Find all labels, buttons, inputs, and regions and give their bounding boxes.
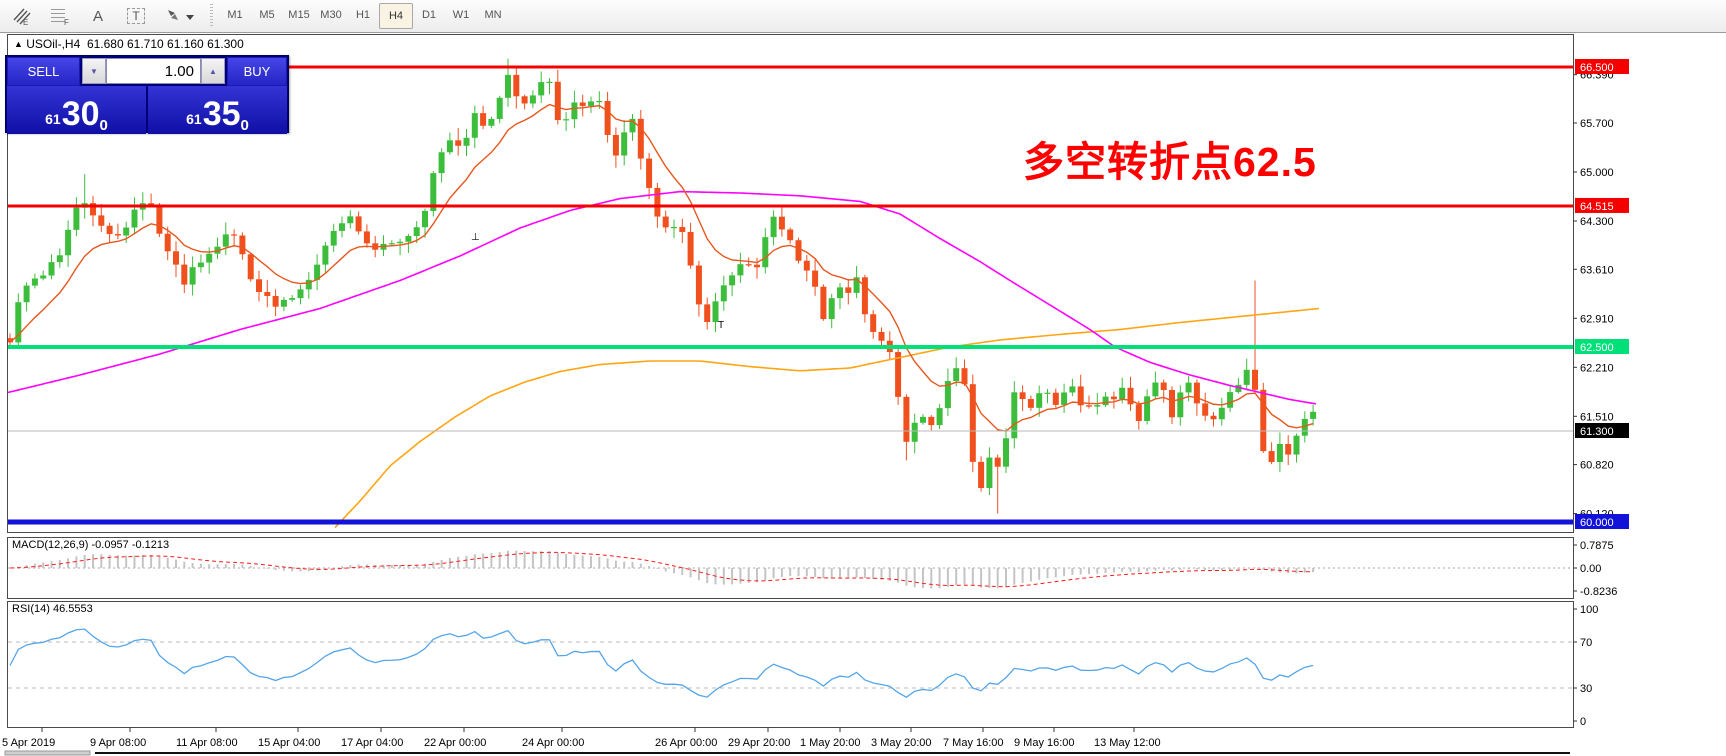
price-badge-64.515: 64.515 [1575,197,1629,213]
chart-object-mark[interactable]: T [718,320,724,331]
svg-text:61.300: 61.300 [1580,426,1614,438]
rsi-indicator-label: RSI(14) 46.5553 [12,603,93,615]
time-tick-label: 7 May 16:00 [943,737,1004,749]
time-tick-label: 13 May 12:00 [1094,737,1161,749]
timeframe-buttons: M1 M5 M15 M30 H1 H4 D1 W1 MN [219,3,509,29]
sell-price-int: 61 [45,111,61,127]
svg-text:62.500: 62.500 [1580,342,1614,354]
buy-price-point: 0 [240,117,249,134]
chart-object-mark[interactable]: ⊥ [471,232,480,243]
collapse-arrow-icon[interactable]: ▲ [14,39,23,49]
price-tick-label: 65.700 [1580,118,1614,130]
rsi-scale-label: 30 [1580,683,1592,695]
chart-title: ▲ USOil-,H4 61.680 61.710 61.160 61.300 [14,37,244,51]
macd-indicator-label: MACD(12,26,9) -0.0957 -0.1213 [12,539,170,551]
buy-button[interactable]: BUY [227,57,287,86]
rsi-value: 46.5553 [52,603,93,615]
rsi-scale-label: 0 [1580,716,1586,728]
sell-price-point: 0 [99,117,108,134]
toolbar-separator [210,4,213,28]
rsi-scale-label: 70 [1580,637,1592,649]
time-tick-label: 26 Apr 00:00 [655,737,717,749]
ma-fast-line [9,103,1314,433]
timeframe-button-m1[interactable]: M1 [227,9,243,21]
main-toolbar: E F A T M1 M5 M15 M30 H1 H4 D1 W1 MN [0,0,1726,33]
ohlc-values: 61.680 61.710 61.160 61.300 [86,37,244,51]
price-badge-66.500: 66.500 [1575,59,1629,74]
timeframe-button-w1[interactable]: W1 [452,9,470,21]
time-tick-label: 24 Apr 00:00 [522,737,584,749]
macd-scale-label: 0.00 [1580,563,1601,575]
time-tick-label: 15 Apr 04:00 [258,737,320,749]
svg-text:66.500: 66.500 [1580,62,1614,74]
rsi-plot [8,628,1573,698]
ma-slow-line [334,307,1320,529]
macd-plot [8,550,1573,589]
price-tick-label: 60.820 [1580,460,1614,472]
sell-price-pips: 30 [61,95,100,133]
timeframe-button-m5[interactable]: M5 [259,9,275,21]
svg-text:60.000: 60.000 [1580,517,1614,529]
text-box-icon[interactable]: T [120,2,152,30]
price-badge-60.000: 60.000 [1575,514,1629,529]
chart-annotation-text: 多空转折点62.5 [1023,139,1317,185]
volume-down-button[interactable]: ▼ [82,58,106,84]
sell-button[interactable]: SELL [7,57,80,86]
volume-input[interactable]: 1.00 [106,58,201,84]
hatch-pencil-icon[interactable]: E [6,2,38,30]
price-tick-label: 63.610 [1580,264,1614,276]
price-badge-62.500: 62.500 [1575,339,1629,354]
timeframe-button-m15[interactable]: M15 [288,9,310,21]
cursor-arrows-icon[interactable] [158,2,200,30]
time-tick-label: 11 Apr 08:00 [176,737,238,749]
sell-price-button[interactable]: 61 30 0 [7,86,146,134]
timeframe-button-mn[interactable]: MN [484,9,502,21]
time-axis: 5 Apr 2019 9 Apr 08:00 11 Apr 08:00 15 Apr … [2,727,1161,749]
price-tick-label: 64.300 [1580,216,1614,228]
buy-price-int: 61 [186,111,202,127]
time-tick-label: 9 May 16:00 [1014,737,1075,749]
volume-up-button[interactable]: ▲ [201,58,225,84]
svg-text:E: E [23,18,28,26]
time-tick-label: 5 Apr 2019 [2,737,55,749]
time-tick-label: 9 Apr 08:00 [90,737,146,749]
price-axis: 66.39065.70065.00064.30063.61062.91062.2… [1573,59,1629,529]
rsi-frame [7,601,1574,728]
time-tick-label: 22 Apr 00:00 [424,737,486,749]
timeframe-button-m30[interactable]: M30 [320,9,342,21]
horizontal-scrollbar [4,750,1570,756]
time-tick-label: 17 Apr 04:00 [341,737,403,749]
one-click-trade-panel: SELL ▼ 1.00 ▲ BUY 61 30 0 61 35 0 [5,55,289,134]
timeframe-button-h4[interactable]: H4 [379,3,413,29]
macd-scale-label: 0.7875 [1580,540,1614,552]
chart-canvas[interactable]: ⊥T66.39065.70065.00064.30063.61062.91062… [0,32,1726,756]
price-tick-label: 65.000 [1580,167,1614,179]
symbol-label: USOil-,H4 [26,37,81,51]
grid-dots-icon[interactable]: F [44,2,76,30]
rsi-line [9,628,1314,698]
text-a-icon[interactable]: A [92,7,103,25]
svg-text:F: F [64,18,69,26]
price-tick-label: 62.210 [1580,362,1614,374]
ma-mid-line [8,190,1317,405]
time-tick-label: 29 Apr 20:00 [728,737,790,749]
moving-averages [8,103,1320,529]
buy-price-pips: 35 [202,95,241,133]
macd-values: -0.0957 -0.1213 [91,539,170,551]
macd-scale-label: -0.8236 [1580,586,1617,598]
scrollbar-thumb[interactable] [4,750,91,756]
time-tick-label: 3 May 20:00 [871,737,932,749]
buy-price-button[interactable]: 61 35 0 [148,86,287,134]
candlesticks [8,58,1317,514]
price-tick-label: 62.910 [1580,313,1614,325]
rsi-scale-label: 100 [1580,604,1598,616]
timeframe-button-d1[interactable]: D1 [421,9,437,21]
macd-signal-line [9,551,1314,588]
time-tick-label: 1 May 20:00 [800,737,861,749]
price-badge-61.300: 61.300 [1575,423,1629,438]
price-tick-label: 61.510 [1580,411,1614,423]
timeframe-button-h1[interactable]: H1 [355,9,371,21]
svg-text:64.515: 64.515 [1580,201,1614,213]
